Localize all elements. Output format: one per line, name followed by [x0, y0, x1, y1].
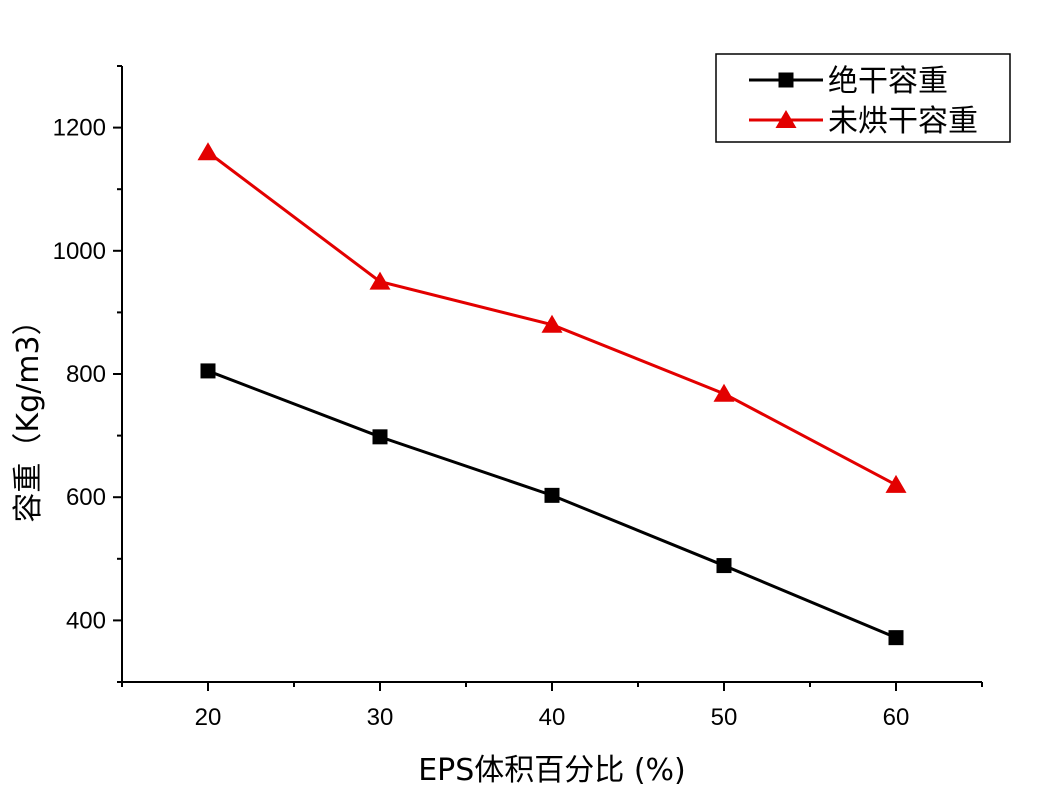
data-point — [888, 630, 904, 646]
data-point — [541, 314, 563, 333]
x-tick-label: 30 — [367, 704, 394, 731]
legend-box — [715, 53, 1011, 143]
x-tick-label: 40 — [539, 704, 566, 731]
x-tick-label: 50 — [711, 704, 738, 731]
y-tick-label: 400 — [66, 607, 106, 634]
series-line — [207, 369, 897, 640]
y-tick-label: 1200 — [53, 115, 106, 142]
legend-item: 未烘干容重 — [749, 104, 978, 139]
y-axis-title: 容重（Kg/m3） — [11, 305, 46, 522]
data-point — [369, 271, 391, 290]
y-tick-label: 1000 — [53, 238, 106, 265]
data-point — [716, 558, 732, 574]
axes: 400 600 800 1000 1200 20 30 40 50 60 — [53, 65, 983, 731]
x-tick-label: 60 — [883, 704, 910, 731]
data-point — [885, 474, 907, 493]
data-point — [372, 429, 388, 445]
y-tick-label: 800 — [66, 361, 106, 388]
series-2 — [197, 142, 907, 493]
legend-item: 绝干容重 — [749, 64, 948, 99]
legend-marker — [778, 72, 794, 88]
series-1 — [200, 363, 904, 646]
x-axis-title: EPS体积百分比 (%) — [418, 753, 686, 788]
series-layer — [197, 142, 907, 646]
data-point — [544, 487, 560, 503]
y-tick-label: 600 — [66, 484, 106, 511]
legend-label: 未烘干容重 — [828, 104, 978, 139]
legend-marker — [775, 110, 797, 128]
data-point — [200, 363, 216, 379]
legend-label: 绝干容重 — [828, 64, 948, 99]
data-point — [713, 383, 735, 402]
data-point — [197, 142, 219, 161]
x-tick-label: 20 — [195, 704, 222, 731]
